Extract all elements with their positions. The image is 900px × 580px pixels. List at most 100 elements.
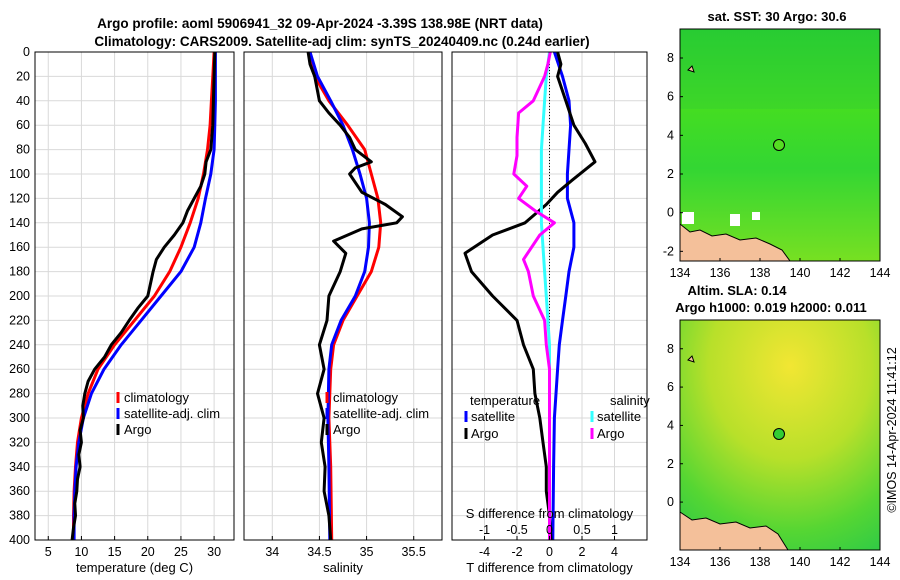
legend-label: satellite-adj. clim: [333, 406, 429, 421]
legend-label: satellite-adj. clim: [124, 406, 220, 421]
y-tick-label: 180: [9, 265, 30, 279]
figure-title-line2: Climatology: CARS2009. Satellite-adj cli…: [94, 34, 589, 49]
series-group: [463, 52, 597, 540]
series-line-satellite-adj-clim: [72, 52, 217, 540]
x-tick-label: 25: [174, 545, 188, 559]
legend-title-salinity: salinity: [610, 393, 650, 408]
series-line-climatology: [308, 52, 383, 540]
x-tick-label: 10: [74, 545, 88, 559]
legend-label: satellite: [471, 409, 515, 424]
y-tick-label: 380: [9, 509, 30, 523]
legend-label: Argo: [333, 422, 360, 437]
series-line-s-satellite: [539, 52, 551, 540]
y-tick-label: 40: [16, 94, 30, 108]
series-line-argo: [306, 52, 404, 540]
x-tick-label: 5: [45, 545, 52, 559]
map-y-tick-label: 6: [667, 380, 674, 394]
map-y-tick-label: 0: [667, 206, 674, 220]
sst-map-cloud: [682, 212, 694, 224]
map-x-tick-label: 140: [790, 266, 811, 280]
map-x-tick-label: 136: [710, 266, 731, 280]
map-y-tick-label: 4: [667, 418, 674, 432]
x-tick-label: -4: [479, 545, 490, 559]
x-tick-label: 34.5: [307, 545, 331, 559]
map-x-tick-label: 144: [870, 555, 891, 569]
x-tick-label: 2: [579, 545, 586, 559]
y-tick-label: 400: [9, 533, 30, 547]
y-tick-label: 280: [9, 387, 30, 401]
y-tick-label: 260: [9, 362, 30, 376]
y-tick-label: 340: [9, 460, 30, 474]
x-axis-label-top: S difference from climatology: [466, 506, 634, 521]
x-tick-label: -2: [511, 545, 522, 559]
x-tick-label-top: 1: [611, 523, 618, 537]
series-group: [306, 52, 404, 540]
x-tick-label: 15: [108, 545, 122, 559]
map-y-tick-label: 8: [667, 342, 674, 356]
sla-map-title-1: Altim. SLA: 0.14: [688, 283, 788, 298]
x-tick-label: 0: [546, 545, 553, 559]
y-tick-label: 160: [9, 240, 30, 254]
x-tick-label-top: -0.5: [506, 523, 528, 537]
legend-label: satellite: [597, 409, 641, 424]
y-tick-label: 100: [9, 167, 30, 181]
y-tick-label: 360: [9, 484, 30, 498]
x-axis-label: salinity: [323, 560, 363, 575]
legend-title-temperature: temperature: [470, 393, 540, 408]
sla-map: [679, 319, 881, 551]
sst-map-shade: [680, 29, 880, 109]
plot-frame: [243, 51, 443, 541]
x-tick-label: 20: [141, 545, 155, 559]
map-x-tick-label: 138: [750, 266, 771, 280]
credit-text: ©IMOS 14-Apr-2024 11:41:12: [885, 347, 899, 512]
map-y-tick-label: 2: [667, 457, 674, 471]
series-line-s-argo: [512, 52, 556, 540]
x-tick-label: 30: [207, 545, 221, 559]
legend-label: Argo: [471, 426, 498, 441]
map-x-tick-label: 138: [750, 555, 771, 569]
sst-map-axes: 134 136 138 140 142 144 -2 0 2 4 6 8: [663, 51, 891, 280]
map-y-tick-label: 2: [667, 167, 674, 181]
legend-label: climatology: [124, 390, 190, 405]
sla-map-title-2: Argo h1000: 0.019 h2000: 0.011: [675, 300, 867, 315]
legend-label: climatology: [333, 390, 399, 405]
x-tick-label: 4: [611, 545, 618, 559]
sst-map-cloud: [730, 214, 740, 226]
x-tick-label: 34: [265, 545, 279, 559]
sst-map: [679, 28, 881, 262]
x-tick-label-top: -1: [479, 523, 490, 537]
map-x-tick-label: 136: [710, 555, 731, 569]
map-y-tick-label: 4: [667, 128, 674, 142]
y-tick-label: 20: [16, 69, 30, 83]
sst-map-argo-marker: [773, 139, 785, 151]
map-x-tick-label: 142: [830, 555, 851, 569]
map-x-tick-label: 142: [830, 266, 851, 280]
map-x-tick-label: 134: [670, 266, 691, 280]
y-tick-label: 200: [9, 289, 30, 303]
map-y-tick-label: 8: [667, 51, 674, 65]
map-y-tick-label: -2: [663, 244, 674, 258]
difference-panel: -4 -2 0 2 4T difference from climatology S di…: [451, 51, 650, 575]
y-tick-label: 300: [9, 411, 30, 425]
y-tick-label: 320: [9, 435, 30, 449]
x-axis-label: temperature (deg C): [76, 560, 193, 575]
sst-map-island: [687, 65, 695, 73]
y-tick-label: 60: [16, 118, 30, 132]
figure-title-line1: Argo profile: aoml 5906941_32 09-Apr-202…: [97, 16, 543, 31]
legend-label: Argo: [597, 426, 624, 441]
salinity-panel: 34 34.5 35 35.5 salinity climatologysatellite…: [243, 51, 443, 575]
y-tick-label: 0: [23, 45, 30, 59]
sla-map-island: [687, 355, 695, 363]
map-y-tick-label: 6: [667, 90, 674, 104]
plot-frame: [34, 51, 235, 541]
y-tick-label: 140: [9, 216, 30, 230]
map-x-tick-label: 144: [870, 266, 891, 280]
y-tick-label: 120: [9, 191, 30, 205]
x-tick-label: 35.5: [402, 545, 426, 559]
series-group: [70, 52, 217, 540]
x-axis-label: T difference from climatology: [466, 560, 633, 575]
x-tick-label-top: 0.5: [573, 523, 590, 537]
x-tick-label: 35: [360, 545, 374, 559]
series-line-t-argo: [463, 52, 597, 540]
